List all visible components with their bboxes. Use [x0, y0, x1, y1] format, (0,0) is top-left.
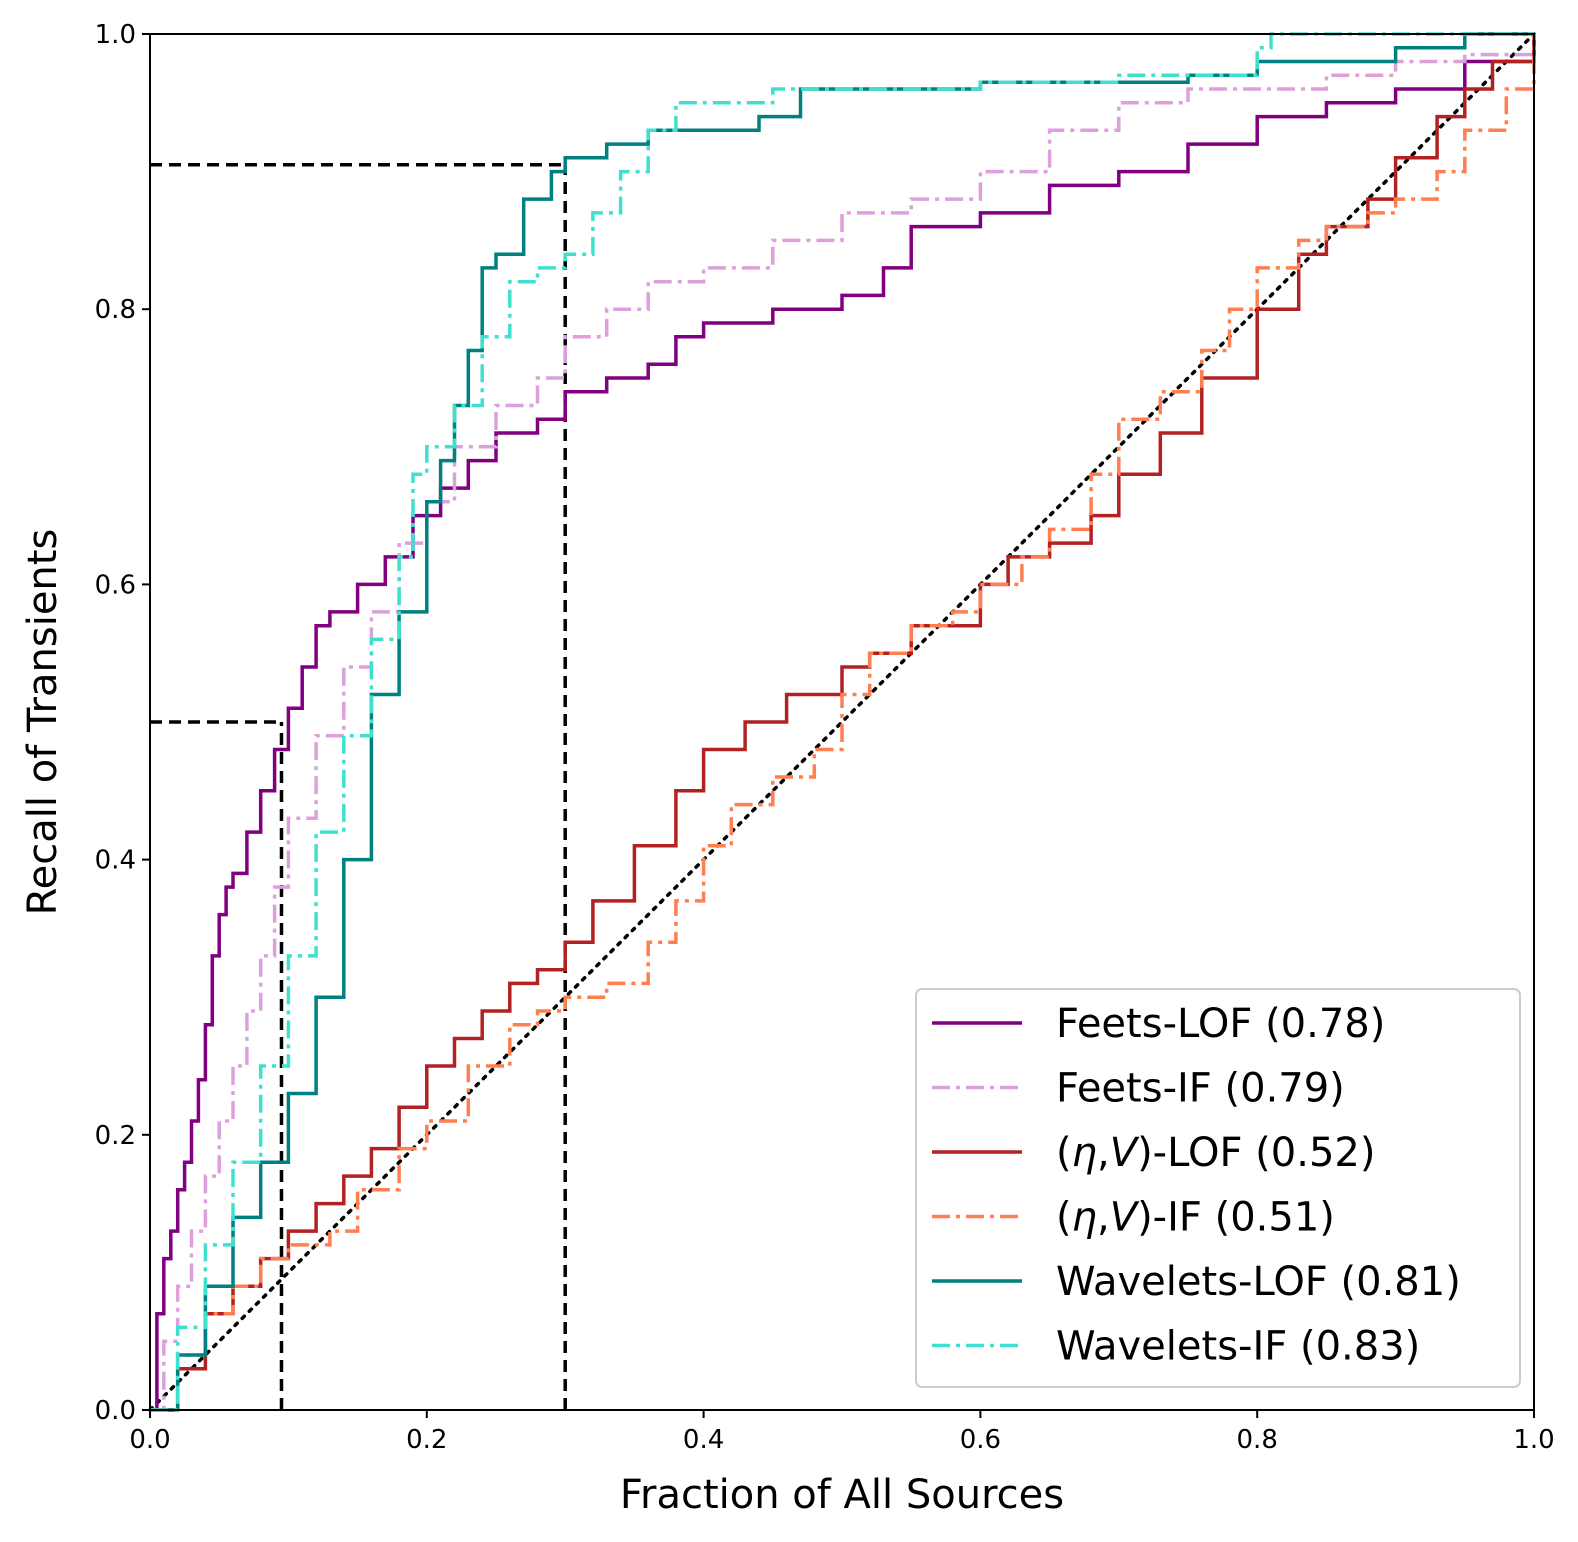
- x-tick-label: 0.6: [960, 1425, 1001, 1455]
- legend-label-0: Feets-LOF (0.78): [1056, 1001, 1385, 1047]
- series-line-4: [150, 32, 1534, 1412]
- x-tick-label: 1.0: [1513, 1425, 1554, 1455]
- y-tick-label: 0.2: [95, 1121, 136, 1151]
- series-line-5: [150, 32, 1534, 1412]
- axis-ticks: 0.0 0.2 0.4 0.6 0.8 1.0 0.0 0.2 0.4 0.6 0.8 1.0: [95, 20, 1555, 1455]
- legend-label-2: (η,V)-LOF (0.52): [1056, 1130, 1375, 1176]
- x-tick-label: 0.8: [1237, 1425, 1278, 1455]
- y-tick-label: 0.8: [95, 295, 136, 325]
- y-axis-title: Recall of Transients: [20, 529, 66, 916]
- legend-label-1: Feets-IF (0.79): [1056, 1066, 1345, 1112]
- series-line-2: [150, 34, 1536, 1412]
- x-tick-label: 0.4: [683, 1425, 724, 1455]
- legend-box: [915, 988, 1521, 1388]
- y-tick-label: 0.0: [95, 1396, 136, 1426]
- legend-label-4: Wavelets-LOF (0.81): [1056, 1259, 1461, 1305]
- y-tick-label: 0.4: [95, 846, 136, 876]
- legend-label-3: (η,V)-IF (0.51): [1056, 1195, 1335, 1241]
- series-lines: [150, 32, 1536, 1412]
- plot-frame: [149, 33, 1535, 1411]
- x-tick-label: 0.2: [406, 1425, 447, 1455]
- y-tick-label: 0.6: [95, 570, 136, 600]
- legend-label-5: Wavelets-IF (0.83): [1056, 1324, 1420, 1370]
- x-tick-label: 0.0: [129, 1425, 170, 1455]
- y-tick-label: 1.0: [95, 20, 136, 50]
- x-axis-title: Fraction of All Sources: [620, 1472, 1064, 1518]
- legend: Feets-LOF (0.78) Feets-IF (0.79) (η,V)-LOF…: [915, 988, 1521, 1388]
- series-line-1: [150, 34, 1536, 1412]
- series-line-3: [150, 34, 1536, 1412]
